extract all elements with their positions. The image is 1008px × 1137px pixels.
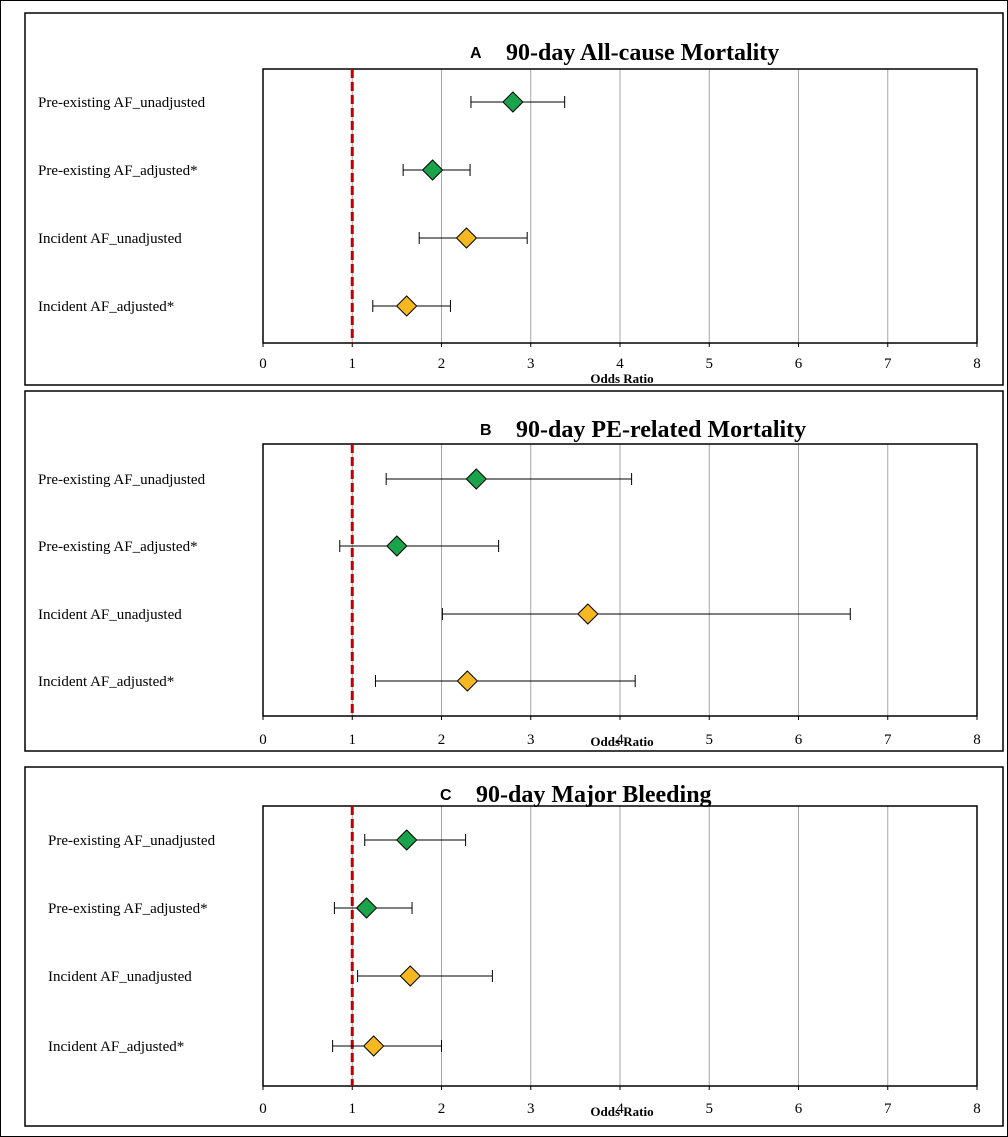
- x-tick-label: 2: [438, 1101, 446, 1117]
- or-point: [421, 159, 444, 181]
- x-tick-label: 8: [973, 1101, 981, 1117]
- panel-border: [24, 12, 1004, 386]
- panel-title: 90-day PE-related Mortality: [516, 417, 806, 443]
- row-label: Incident AF_adjusted*: [48, 1039, 184, 1055]
- x-tick-label: 1: [349, 732, 357, 748]
- row-label: Pre-existing AF_adjusted*: [38, 163, 198, 179]
- or-point: [386, 535, 408, 557]
- row-label: Pre-existing AF_adjusted*: [48, 901, 208, 917]
- x-tick-label: 7: [884, 356, 892, 372]
- x-axis-label: Odds Ratio: [590, 1104, 653, 1119]
- or-point: [455, 227, 478, 249]
- x-tick-label: 4: [616, 1101, 624, 1117]
- x-tick-label: 1: [349, 1101, 357, 1117]
- x-tick-label: 7: [884, 1101, 892, 1117]
- row-label: Pre-existing AF_unadjusted: [48, 833, 216, 849]
- x-tick-label: 8: [973, 356, 981, 372]
- or-point: [362, 1035, 385, 1057]
- panel-border: [24, 390, 1004, 752]
- or-point: [465, 468, 488, 490]
- panel-b: B 90-day PE-related Mortality 0 1 2 3 4 5 6 7 8 Odd…: [24, 390, 1004, 752]
- row-label: Incident AF_adjusted*: [38, 674, 174, 690]
- x-tick-label: 7: [884, 732, 892, 748]
- x-tick-label: 1: [349, 356, 357, 372]
- x-axis-label: Odds Ratio: [590, 371, 653, 386]
- x-tick-label: 0: [259, 1101, 267, 1117]
- or-point: [355, 897, 378, 919]
- row-label: Incident AF_unadjusted: [38, 607, 182, 623]
- x-tick-label: 0: [259, 356, 267, 372]
- panel-letter: A: [470, 45, 482, 62]
- panel-border: [24, 766, 1004, 1127]
- x-tick-label: 4: [616, 356, 624, 372]
- x-tick-label: 3: [527, 1101, 535, 1117]
- panel-title: 90-day Major Bleeding: [476, 782, 712, 808]
- panel-letter: B: [480, 422, 492, 439]
- x-tick-label: 6: [795, 1101, 803, 1117]
- x-tick-label: 5: [706, 356, 714, 372]
- x-tick-label: 2: [438, 732, 446, 748]
- or-point: [456, 670, 479, 692]
- x-tick-label: 2: [438, 356, 446, 372]
- or-point: [502, 91, 524, 113]
- x-tick-label: 5: [706, 732, 714, 748]
- x-tick-label: 6: [795, 732, 803, 748]
- or-point: [395, 295, 418, 317]
- x-tick-label: 4: [616, 732, 624, 748]
- x-tick-label: 6: [795, 356, 803, 372]
- row-label: Incident AF_adjusted*: [38, 299, 174, 315]
- x-tick-label: 0: [259, 732, 267, 748]
- or-point: [577, 603, 599, 625]
- row-label: Pre-existing AF_unadjusted: [38, 95, 206, 111]
- panel-letter: C: [440, 787, 452, 804]
- x-tick-label: 3: [527, 732, 535, 748]
- row-label: Incident AF_unadjusted: [48, 969, 192, 985]
- row-label: Pre-existing AF_unadjusted: [38, 472, 206, 488]
- row-label: Pre-existing AF_adjusted*: [38, 539, 198, 555]
- or-point: [395, 829, 418, 851]
- x-tick-label: 5: [706, 1101, 714, 1117]
- x-tick-label: 3: [527, 356, 535, 372]
- panel-title: 90-day All-cause Mortality: [506, 40, 779, 66]
- row-label: Incident AF_unadjusted: [38, 231, 182, 247]
- x-tick-label: 8: [973, 732, 981, 748]
- x-axis-label: Odds Ratio: [590, 734, 653, 749]
- panel-a: A 90-day All-cause Mortality 0 1 2 3 4 5 6 7 8 Odds…: [24, 12, 1004, 386]
- or-point: [399, 965, 421, 987]
- panel-c: C 90-day Major Bleeding 0 1 2 3 4 5 6 7 8 Odds Rati…: [24, 766, 1004, 1127]
